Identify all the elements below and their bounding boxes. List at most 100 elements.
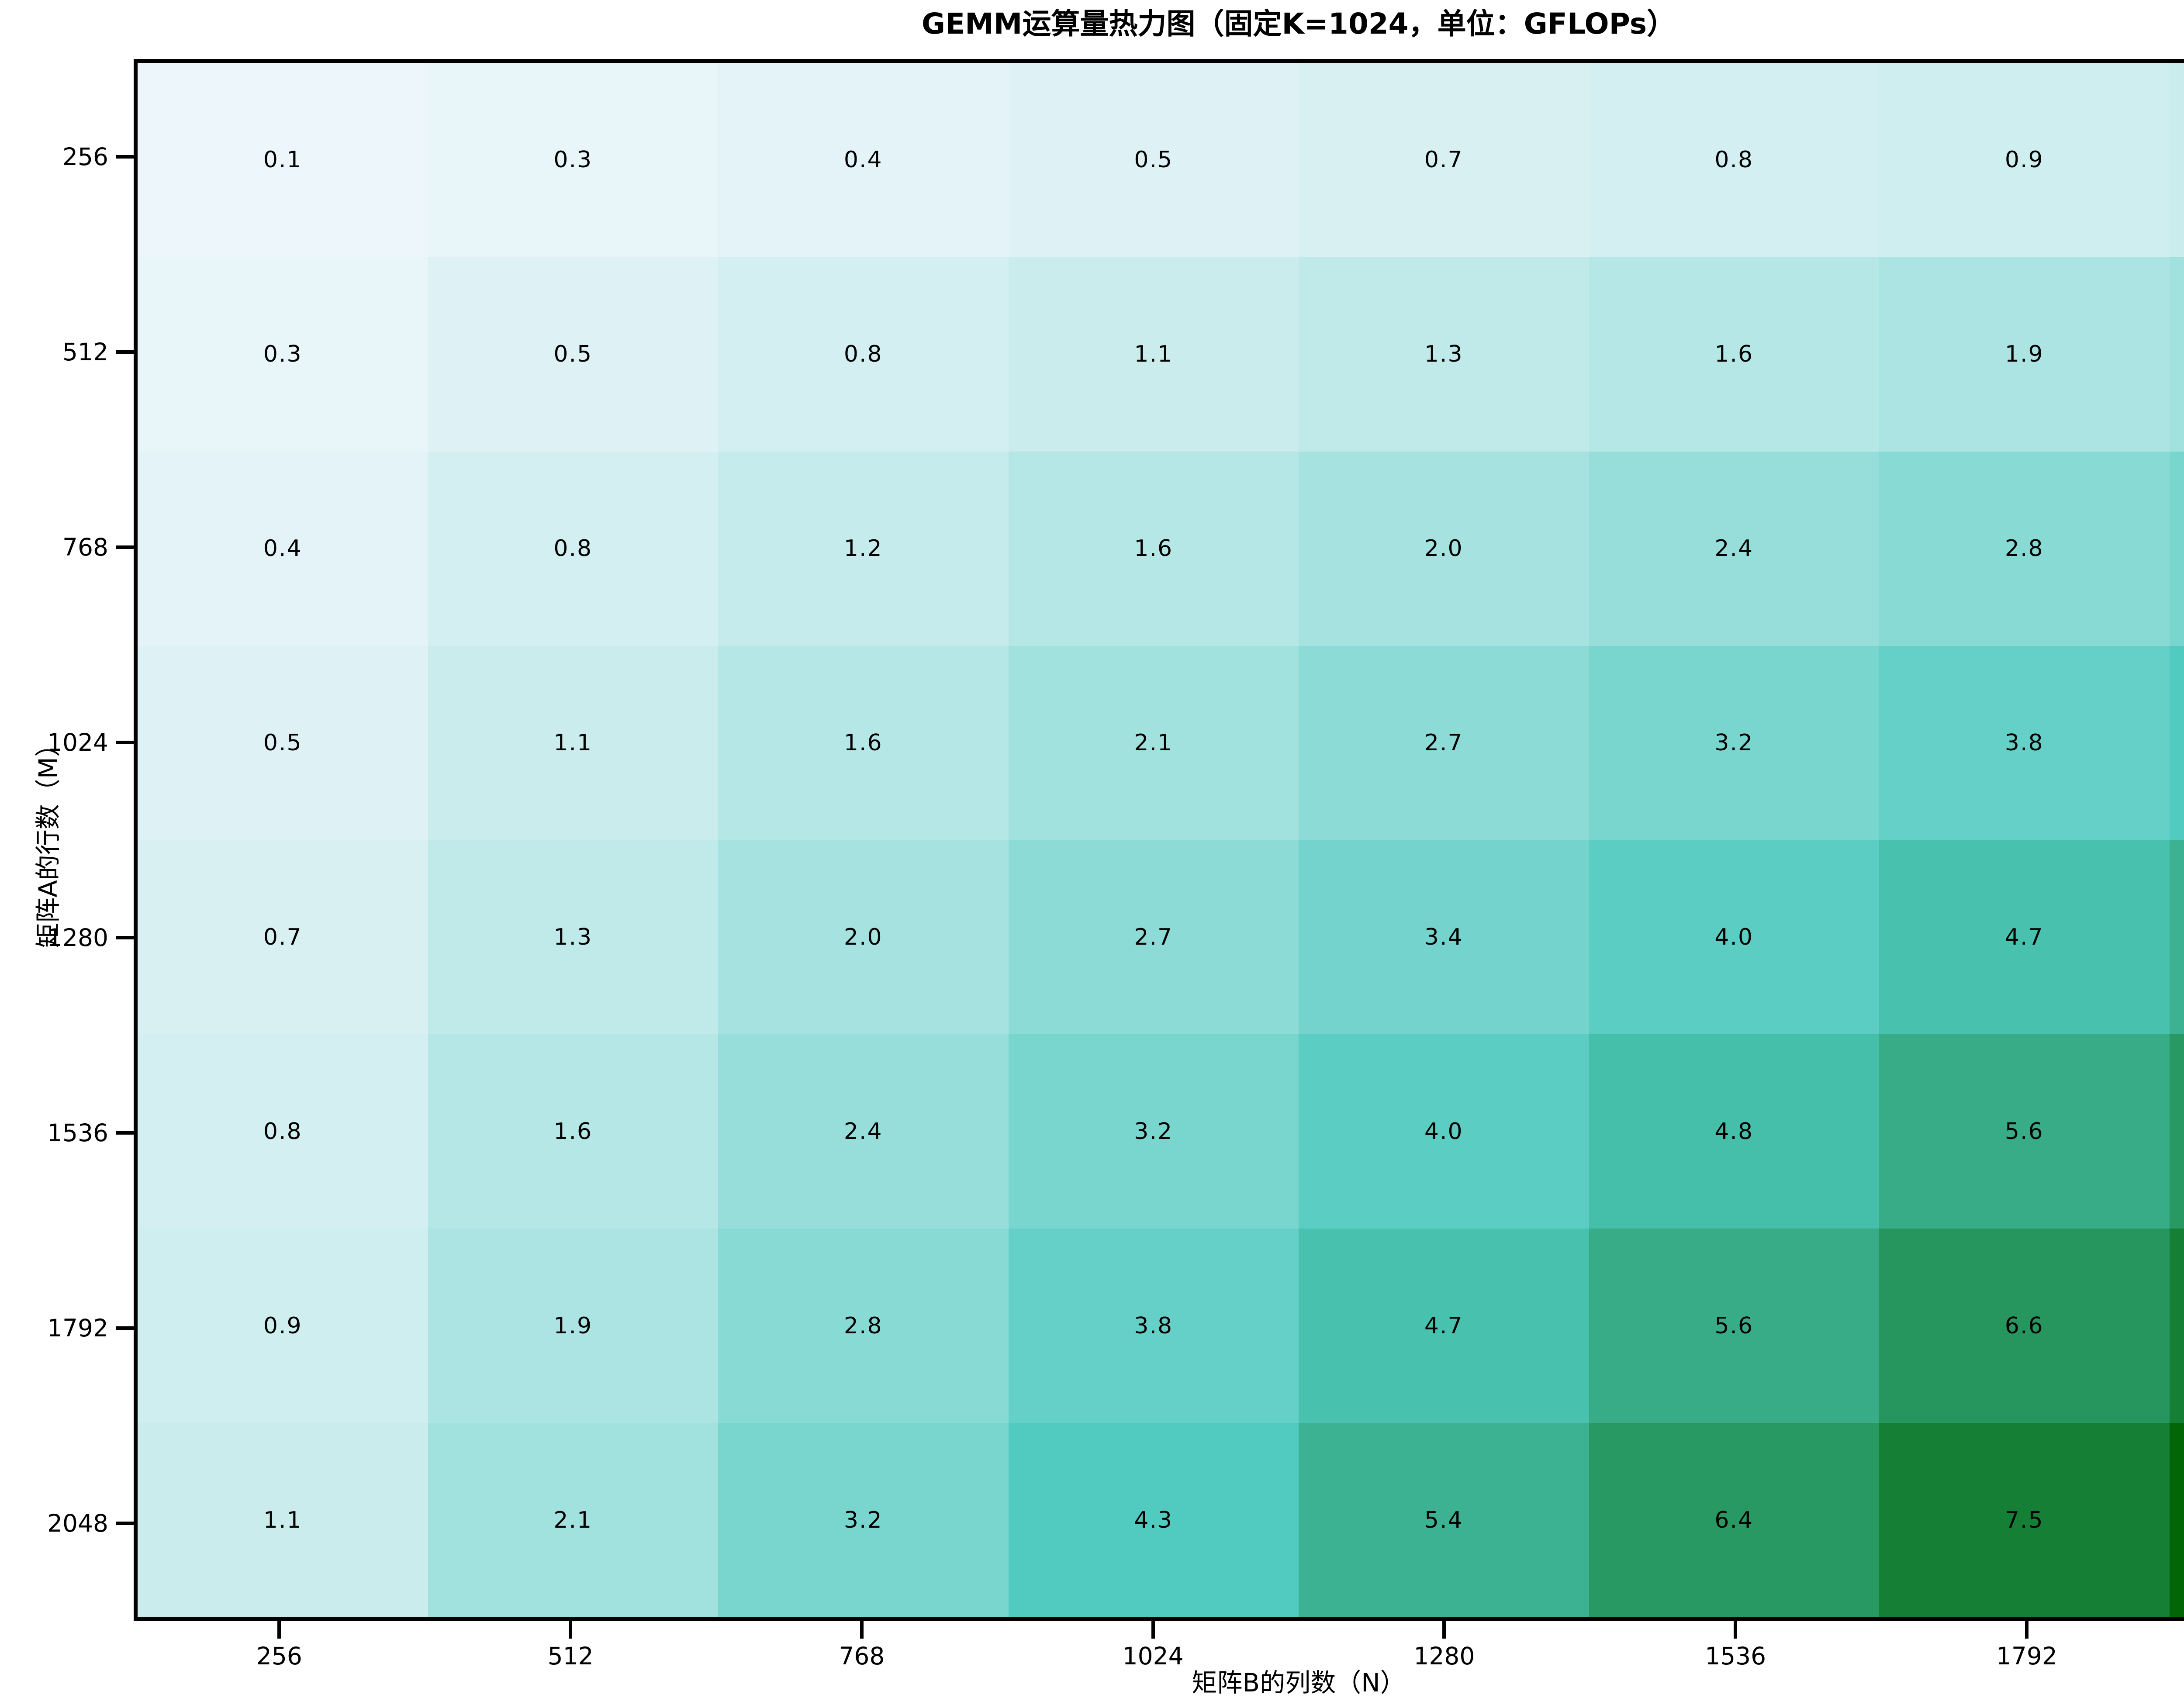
heatmap-cell: 1.6 <box>718 645 1009 840</box>
heatmap-cell: 1.2 <box>718 451 1009 646</box>
heatmap-cell: 0.9 <box>138 1229 428 1423</box>
cell-value: 0.9 <box>2004 147 2044 173</box>
heatmap-cell: 5.6 <box>1589 1229 1879 1423</box>
tick-mark <box>116 1326 134 1330</box>
cell-value: 1.6 <box>1134 535 1173 562</box>
heatmap-cell: 0.3 <box>138 257 428 452</box>
heatmap-cell: 2.8 <box>1879 451 2170 646</box>
cell-value: 2.8 <box>2004 535 2044 562</box>
x-tick-label: 512 <box>547 1642 594 1670</box>
cell-value: 1.1 <box>1134 341 1173 368</box>
cell-value: 4.0 <box>1424 1118 1463 1145</box>
cell-value: 0.3 <box>553 147 593 173</box>
heatmap-cell: 0.8 <box>428 451 718 646</box>
heatmap-cell: 6.6 <box>1879 1229 2170 1423</box>
y-tick-label: 1792 <box>47 1314 108 1343</box>
y-tick-label: 1024 <box>47 728 108 756</box>
tick-mark <box>116 1522 134 1525</box>
cell-value: 3.4 <box>1424 924 1463 950</box>
cell-value: 2.0 <box>843 924 883 950</box>
cell-value: 0.5 <box>553 341 593 368</box>
heatmap-cell: 1.6 <box>1589 257 1879 452</box>
heatmap-cell: 6.4 <box>1589 1423 1879 1617</box>
heatmap-cell: 2.1 <box>1008 645 1299 840</box>
heatmap-cell: 4.8 <box>1589 1034 1879 1229</box>
cell-value: 5.6 <box>1714 1312 1754 1339</box>
cell-value: 0.8 <box>263 1118 302 1145</box>
cell-value: 0.7 <box>263 924 302 950</box>
heatmap-cell: 3.8 <box>1008 1229 1299 1423</box>
tick-mark <box>116 740 134 744</box>
heatmap-cell: 8.6 <box>2169 1423 2184 1617</box>
cell-value: 2.8 <box>843 1312 883 1339</box>
cell-value: 1.6 <box>1714 341 1754 368</box>
tick-mark <box>116 936 134 940</box>
cell-value: 3.8 <box>1134 1312 1173 1339</box>
cell-value: 0.1 <box>263 147 302 173</box>
heatmap-grid: 0.1 0.3 0.4 0.5 0.7 0.8 0.9 1.1 0.3 0.5 0.8 1.1 1.3 1… <box>134 59 2184 1621</box>
tick-mark <box>116 545 134 549</box>
y-tick-label: 512 <box>62 338 108 366</box>
heatmap-cell: 0.3 <box>428 63 718 257</box>
heatmap-cell: 1.6 <box>1008 451 1299 646</box>
heatmap-cell: 1.9 <box>1879 257 2170 452</box>
heatmap-cell: 0.1 <box>138 63 428 257</box>
cell-value: 4.0 <box>1714 924 1754 950</box>
cell-value: 0.8 <box>553 535 593 562</box>
heatmap-cell: 0.5 <box>428 257 718 452</box>
heatmap-cell: 0.8 <box>718 257 1009 452</box>
cell-value: 1.1 <box>553 730 593 756</box>
heatmap-cell: 2.0 <box>718 840 1009 1035</box>
cell-value: 1.6 <box>553 1118 593 1145</box>
cell-value: 4.3 <box>1134 1507 1173 1533</box>
tick-mark <box>277 1621 281 1639</box>
x-tick-label: 256 <box>256 1642 302 1670</box>
heatmap-cell: 4.0 <box>1589 840 1879 1035</box>
heatmap-cell: 2.1 <box>2169 257 2184 452</box>
cell-value: 1.2 <box>843 535 883 562</box>
cell-value: 1.6 <box>843 730 883 756</box>
y-axis-label: 矩阵A的行数（M） <box>33 732 63 948</box>
tick-mark <box>116 1131 134 1135</box>
heatmap-cell: 1.1 <box>138 1423 428 1617</box>
heatmap-cell: 2.7 <box>1008 840 1299 1035</box>
heatmap-cell: 0.7 <box>1299 63 1589 257</box>
heatmap-cell: 1.1 <box>2169 63 2184 257</box>
heatmap-cell: 1.1 <box>428 645 718 840</box>
cell-value: 0.7 <box>1424 147 1463 173</box>
cell-value: 7.5 <box>2004 1507 2044 1533</box>
heatmap-cell: 5.6 <box>1879 1034 2170 1229</box>
heatmap-cell: 0.7 <box>138 840 428 1035</box>
heatmap-cell: 3.8 <box>1879 645 2170 840</box>
cell-value: 5.4 <box>1424 1507 1463 1533</box>
cell-value: 3.2 <box>843 1507 883 1533</box>
cell-value: 0.9 <box>263 1312 302 1339</box>
cell-value: 1.3 <box>1424 341 1463 368</box>
heatmap-cell: 7.5 <box>2169 1229 2184 1423</box>
cell-value: 1.3 <box>553 924 593 950</box>
y-tick-label: 768 <box>62 533 108 561</box>
y-tick-label: 1280 <box>47 924 108 952</box>
cell-value: 1.9 <box>553 1312 593 1339</box>
cell-value: 0.5 <box>263 730 302 756</box>
tick-mark <box>2025 1621 2028 1639</box>
heatmap-cell: 0.4 <box>138 451 428 646</box>
tick-mark <box>1734 1621 1738 1639</box>
x-tick-label: 1792 <box>1996 1642 2057 1670</box>
cell-value: 2.1 <box>553 1507 593 1533</box>
cell-value: 0.3 <box>263 341 302 368</box>
tick-mark <box>1151 1621 1155 1639</box>
heatmap-cell: 0.9 <box>1879 63 2170 257</box>
y-tick-label: 1536 <box>47 1119 108 1147</box>
heatmap-cell: 1.9 <box>428 1229 718 1423</box>
heatmap-cell: 4.0 <box>1299 1034 1589 1229</box>
cell-value: 3.2 <box>1714 730 1754 756</box>
cell-value: 3.2 <box>1134 1118 1173 1145</box>
cell-value: 4.7 <box>2004 924 2044 950</box>
cell-value: 6.4 <box>1714 1507 1754 1533</box>
heatmap-cell: 5.4 <box>2169 840 2184 1035</box>
chart-title: GEMM运算量热力图（固定K=1024，单位：GFLOPs） <box>921 7 1676 41</box>
tick-mark <box>116 350 134 354</box>
heatmap-cell: 1.3 <box>428 840 718 1035</box>
heatmap-cell: 4.7 <box>1299 1229 1589 1423</box>
